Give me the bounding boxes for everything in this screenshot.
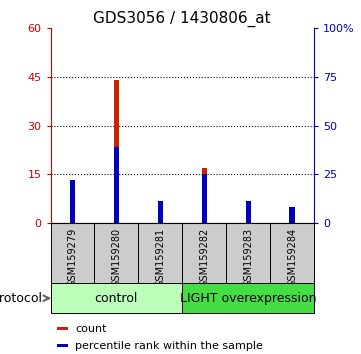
- Text: percentile rank within the sample: percentile rank within the sample: [75, 341, 263, 350]
- Bar: [70, 190, 75, 223]
- Bar: [245, 217, 251, 223]
- Text: protocol: protocol: [0, 292, 43, 305]
- Bar: [57, 327, 68, 330]
- Text: GSM159279: GSM159279: [68, 228, 78, 287]
- Bar: [158, 201, 163, 223]
- Bar: [245, 201, 251, 223]
- Text: GSM159280: GSM159280: [112, 228, 121, 287]
- Text: control: control: [95, 292, 138, 305]
- Bar: [202, 175, 207, 223]
- Bar: [57, 344, 68, 347]
- Bar: [138, 223, 182, 283]
- Bar: [270, 223, 314, 283]
- Bar: [114, 80, 119, 223]
- Text: LIGHT overexpression: LIGHT overexpression: [180, 292, 317, 305]
- Bar: [114, 147, 119, 223]
- Bar: [70, 180, 75, 223]
- Bar: [51, 223, 95, 283]
- Bar: [290, 221, 295, 223]
- Bar: [182, 223, 226, 283]
- Text: GSM159282: GSM159282: [199, 228, 209, 287]
- Bar: [182, 283, 314, 313]
- Title: GDS3056 / 1430806_at: GDS3056 / 1430806_at: [93, 11, 271, 27]
- Text: GSM159281: GSM159281: [155, 228, 165, 287]
- Text: GSM159284: GSM159284: [287, 228, 297, 287]
- Bar: [51, 283, 182, 313]
- Bar: [290, 207, 295, 223]
- Bar: [202, 168, 207, 223]
- Bar: [158, 218, 163, 223]
- Bar: [226, 223, 270, 283]
- Text: GSM159283: GSM159283: [243, 228, 253, 287]
- Text: count: count: [75, 324, 106, 333]
- Bar: [95, 223, 138, 283]
